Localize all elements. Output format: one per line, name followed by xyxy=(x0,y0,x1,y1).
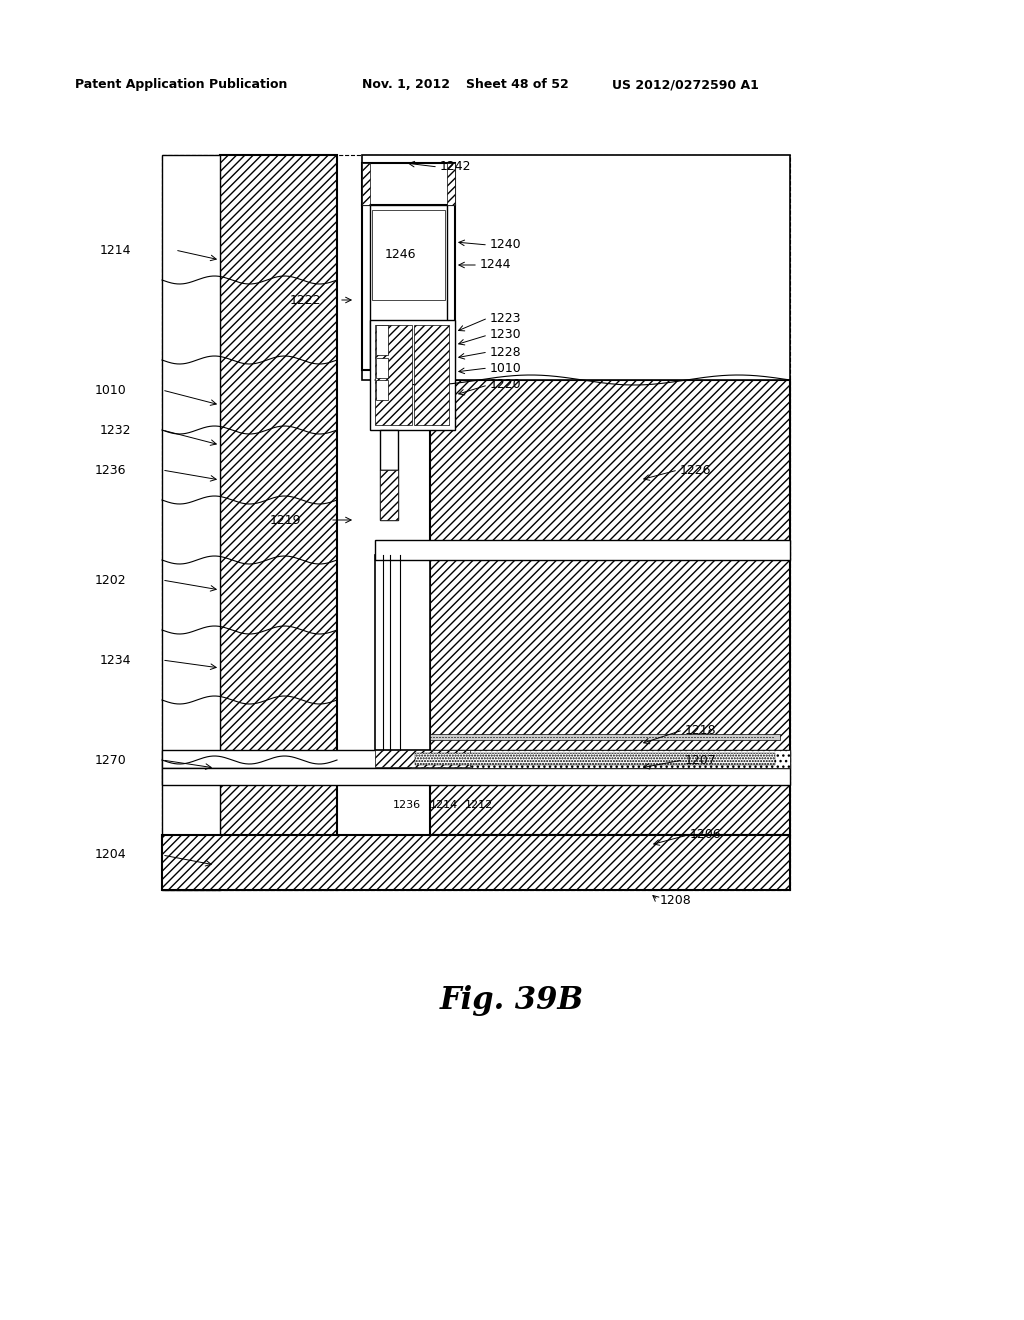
Bar xyxy=(380,430,398,470)
Bar xyxy=(380,470,398,520)
Text: 1212: 1212 xyxy=(465,800,494,810)
Bar xyxy=(380,470,398,520)
Bar xyxy=(447,162,455,205)
Bar xyxy=(410,750,790,768)
Bar xyxy=(430,734,780,741)
Text: 1236: 1236 xyxy=(95,463,127,477)
Text: 1204: 1204 xyxy=(95,849,127,862)
Text: 1010: 1010 xyxy=(490,362,522,375)
Bar xyxy=(362,162,370,205)
Bar xyxy=(370,205,447,370)
Text: Sheet 48 of 52: Sheet 48 of 52 xyxy=(466,78,568,91)
Text: 1234: 1234 xyxy=(100,653,131,667)
Text: 1207: 1207 xyxy=(685,754,717,767)
Bar xyxy=(375,540,790,560)
Text: 1236: 1236 xyxy=(393,800,421,810)
Bar xyxy=(362,205,455,370)
Bar xyxy=(162,154,790,890)
Text: 1010: 1010 xyxy=(95,384,127,396)
Bar xyxy=(376,358,388,378)
Bar xyxy=(162,154,220,890)
Text: 1240: 1240 xyxy=(490,239,521,252)
Text: 1244: 1244 xyxy=(480,259,512,272)
Text: 1208: 1208 xyxy=(660,894,692,907)
Bar xyxy=(372,210,445,300)
Bar xyxy=(414,325,449,425)
Text: 1226: 1226 xyxy=(680,463,712,477)
Bar xyxy=(162,750,790,768)
Text: 1228: 1228 xyxy=(490,346,521,359)
Text: 1202: 1202 xyxy=(95,573,127,586)
Text: 1270: 1270 xyxy=(95,754,127,767)
Text: 1246: 1246 xyxy=(385,248,417,261)
Text: 1219: 1219 xyxy=(270,513,301,527)
Text: 1223: 1223 xyxy=(490,312,521,325)
Bar xyxy=(375,554,430,750)
Text: 1230: 1230 xyxy=(490,329,521,342)
Bar xyxy=(430,380,790,836)
Text: 1214: 1214 xyxy=(100,243,131,256)
Text: 1232: 1232 xyxy=(100,424,131,437)
Text: Fig. 39B: Fig. 39B xyxy=(440,985,584,1015)
Text: 1218: 1218 xyxy=(685,723,717,737)
Text: Nov. 1, 2012: Nov. 1, 2012 xyxy=(362,78,450,91)
Bar xyxy=(375,750,470,767)
Text: 1242: 1242 xyxy=(440,161,471,173)
Bar xyxy=(376,325,388,355)
Bar xyxy=(162,836,790,890)
Text: 1220: 1220 xyxy=(490,379,521,392)
Bar xyxy=(220,154,337,890)
Bar xyxy=(362,154,790,380)
Bar xyxy=(362,162,455,205)
Bar xyxy=(376,380,388,400)
Bar xyxy=(375,325,412,425)
Text: 1222: 1222 xyxy=(290,293,322,306)
Text: US 2012/0272590 A1: US 2012/0272590 A1 xyxy=(612,78,759,91)
Text: 1214: 1214 xyxy=(430,800,459,810)
Bar xyxy=(162,768,790,785)
Bar xyxy=(370,319,455,430)
Text: Patent Application Publication: Patent Application Publication xyxy=(75,78,288,91)
Bar xyxy=(415,752,775,766)
Text: 1206: 1206 xyxy=(690,829,722,842)
